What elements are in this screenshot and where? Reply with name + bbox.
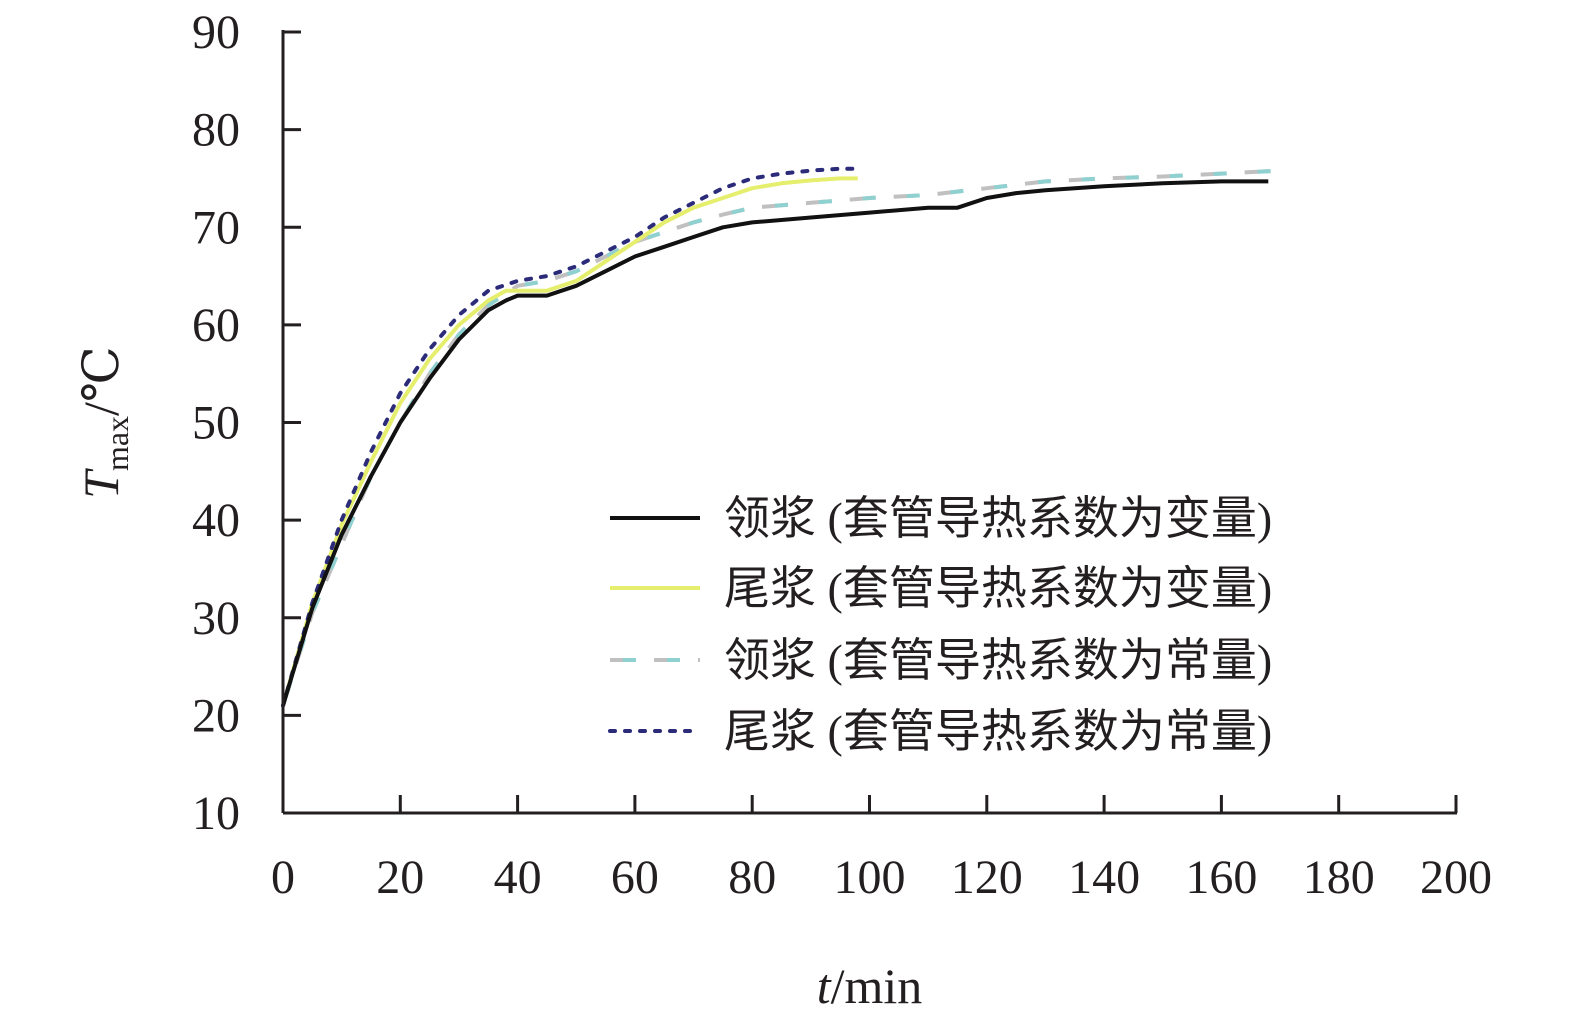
x-tick-label: 20	[376, 851, 424, 904]
y-tick-label: 80	[192, 104, 240, 157]
y-tick-label: 20	[192, 689, 240, 742]
y-tick-label: 40	[192, 494, 240, 547]
x-tick-label: 160	[1185, 851, 1257, 904]
x-tick-label: 60	[611, 851, 659, 904]
axes	[281, 30, 1457, 815]
series-line-3	[281, 166, 860, 708]
x-axis-var: t	[817, 958, 832, 1014]
series-line-0	[281, 179, 1269, 707]
series-line-2	[281, 168, 1281, 707]
y-tick-label: 50	[192, 397, 240, 450]
x-tick-label: 80	[728, 851, 776, 904]
y-tick-label: 70	[192, 201, 240, 254]
x-tick-label: 100	[834, 851, 906, 904]
legend-label-3: 尾浆 (套管导热系数为常量)	[724, 706, 1272, 757]
y-tick-label: 10	[192, 787, 240, 840]
x-axis-unit: /min	[831, 958, 923, 1014]
x-tick-label: 120	[951, 851, 1023, 904]
legend: 领浆 (套管导热系数为变量) 尾浆 (套管导热系数为变量) 领浆 (套管导热系数为常…	[608, 493, 1272, 757]
legend-label-2: 领浆 (套管导热系数为常量)	[724, 635, 1272, 686]
y-axis-subscript: max	[99, 416, 135, 471]
ticks: 10 20 30 40 50 60 70 80 90 0 20 40 60 80 100 120 140 160 1…	[192, 6, 1492, 904]
x-tick-label: 0	[271, 851, 295, 904]
x-tick-label: 40	[494, 851, 542, 904]
x-tick-label: 200	[1420, 851, 1492, 904]
y-tick-label: 60	[192, 299, 240, 352]
legend-label-1: 尾浆 (套管导热系数为变量)	[724, 563, 1272, 614]
y-axis-unit: /℃	[73, 346, 129, 416]
series-line-2	[281, 168, 1281, 707]
series-layer	[281, 166, 1281, 708]
y-tick-label: 90	[192, 6, 240, 59]
x-tick-label: 140	[1068, 851, 1140, 904]
y-axis-var: T	[73, 468, 129, 499]
series-line-1	[281, 176, 858, 707]
y-tick-label: 30	[192, 592, 240, 645]
x-axis-title: t/min	[817, 958, 923, 1014]
legend-label-0: 领浆 (套管导热系数为变量)	[724, 493, 1272, 544]
x-tick-label: 180	[1303, 851, 1375, 904]
y-axis-title: Tmax/℃	[73, 346, 135, 499]
